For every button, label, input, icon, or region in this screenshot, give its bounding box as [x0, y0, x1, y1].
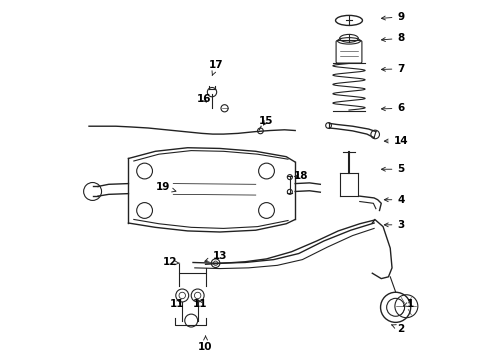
Text: 17: 17: [209, 60, 223, 76]
Text: 11: 11: [170, 299, 184, 309]
Text: 16: 16: [196, 94, 211, 104]
Text: 6: 6: [382, 103, 405, 113]
Text: 12: 12: [163, 257, 180, 267]
Text: 5: 5: [382, 164, 405, 174]
Text: 19: 19: [155, 182, 176, 192]
Text: 9: 9: [381, 12, 405, 22]
Text: 13: 13: [205, 251, 227, 262]
Text: 10: 10: [198, 336, 213, 352]
Text: 2: 2: [392, 324, 405, 334]
Text: 14: 14: [384, 136, 408, 145]
Text: 3: 3: [384, 220, 405, 230]
Text: 8: 8: [381, 33, 405, 43]
Text: 18: 18: [294, 171, 308, 181]
Text: 11: 11: [193, 299, 207, 309]
Text: 4: 4: [384, 195, 405, 205]
Text: 1: 1: [403, 299, 414, 309]
Text: 7: 7: [382, 64, 405, 74]
Text: 15: 15: [259, 116, 274, 126]
